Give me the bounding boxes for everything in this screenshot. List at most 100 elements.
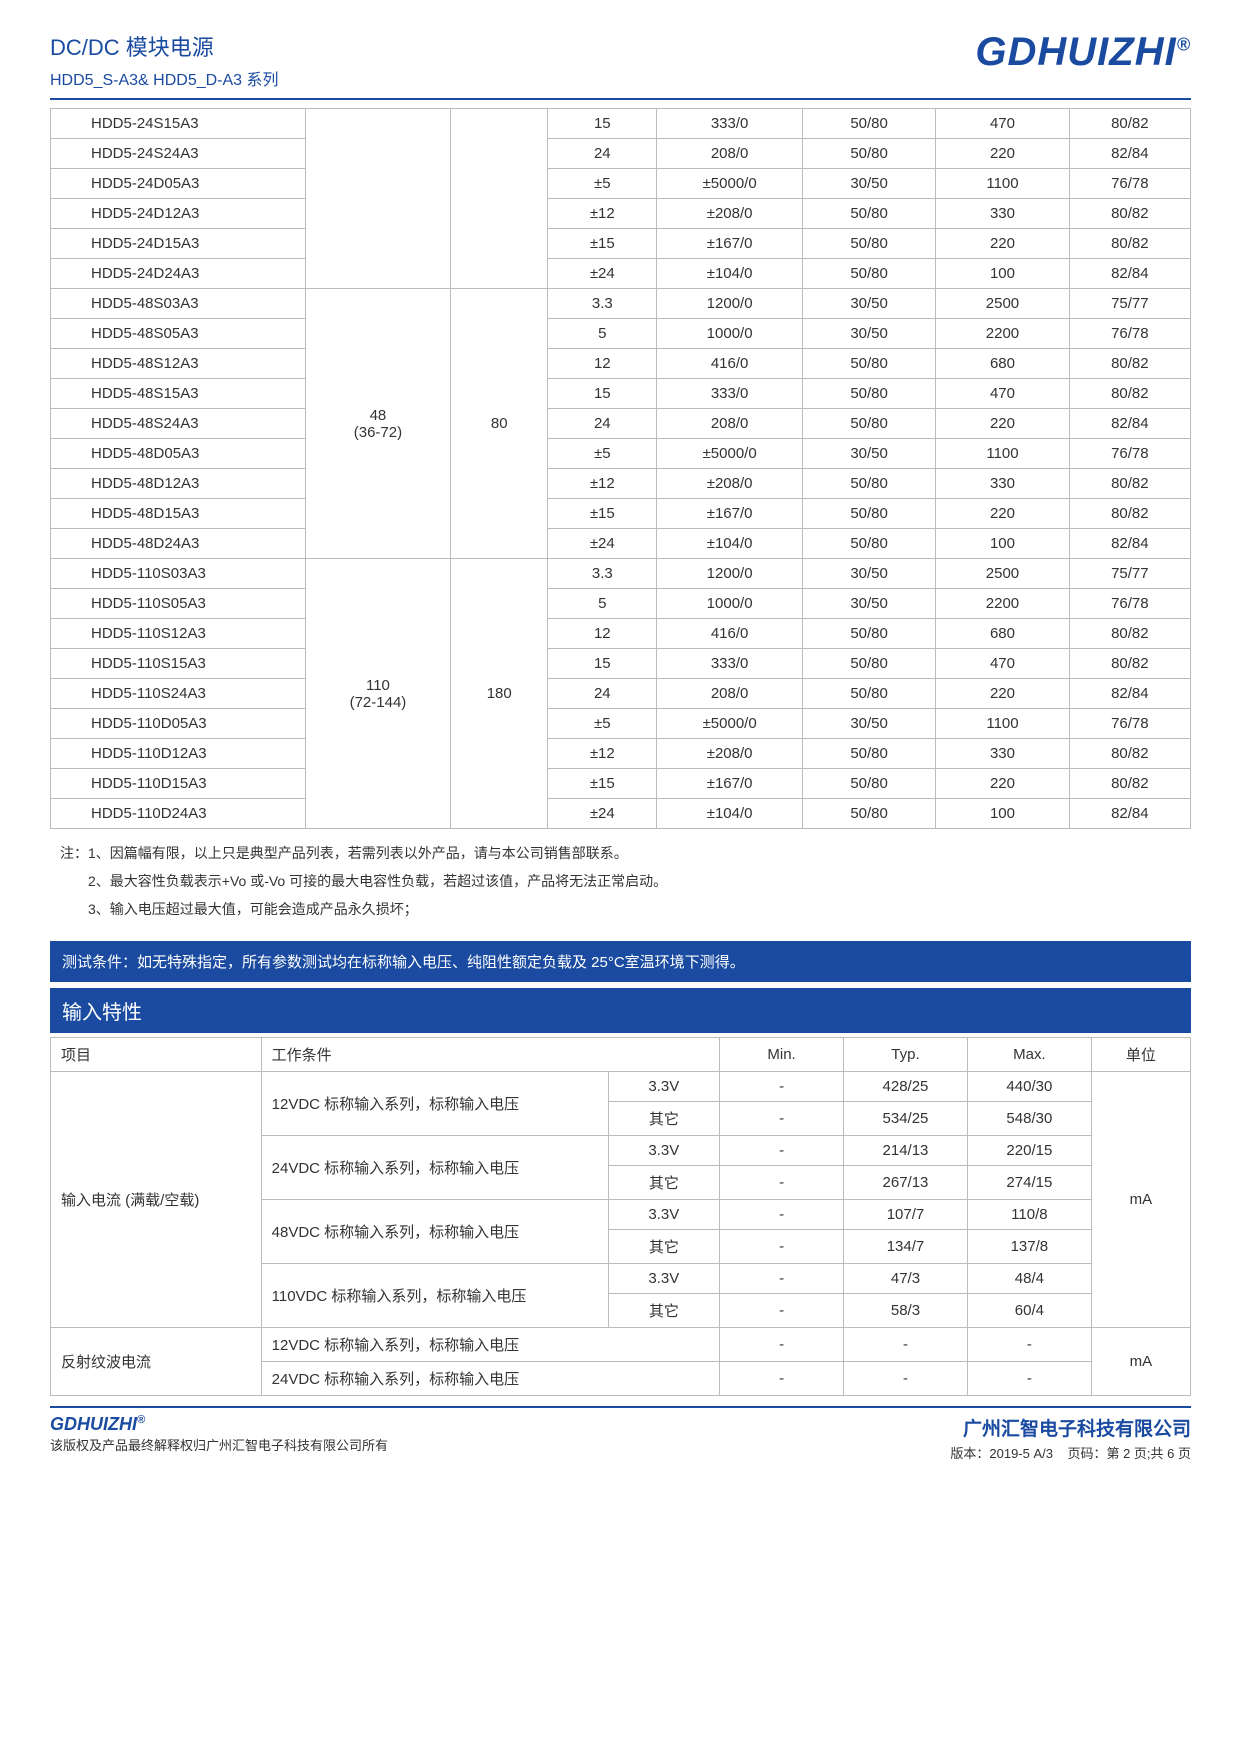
cell-item: 输入电流 (满载/空载) [51,1072,262,1328]
cell-c4: 470 [936,379,1069,409]
cell-sub: 3.3V [608,1136,720,1166]
cell-c4: 2200 [936,589,1069,619]
cell-c4: 2200 [936,319,1069,349]
product-table: HDD5-24S15A315333/050/8047080/82HDD5-24S… [50,108,1191,829]
cell-c3: 50/80 [802,499,935,529]
cell-c4: 2500 [936,289,1069,319]
cell-c1: 5 [548,589,657,619]
cell-c1: 12 [548,619,657,649]
table-row: HDD5-24S15A315333/050/8047080/82 [51,109,1191,139]
cell-c1: 24 [548,409,657,439]
note-3: 3、输入电压超过最大值，可能会造成产品永久损坏； [60,895,1191,923]
cell-model: HDD5-48D24A3 [51,529,306,559]
cell-c5: 80/82 [1069,649,1190,679]
th-typ: Typ. [844,1038,968,1072]
cell-cond: 12VDC 标称输入系列，标称输入电压 [261,1328,719,1362]
cell-c3: 50/80 [802,529,935,559]
cell-c5: 82/84 [1069,139,1190,169]
table-row: HDD5-48D15A3±15±167/050/8022080/82 [51,499,1191,529]
spec-row: 输入电流 (满载/空载)12VDC 标称输入系列，标称输入电压3.3V-428/… [51,1072,1191,1102]
cell-c3: 30/50 [802,589,935,619]
cell-c5: 75/77 [1069,289,1190,319]
cell-c2: ±104/0 [657,799,803,829]
table-row: HDD5-110S03A3110(72-144)1803.31200/030/5… [51,559,1191,589]
page-header: DC/DC 模块电源 HDD5_S-A3& HDD5_D-A3 系列 GDHUI… [50,30,1191,100]
footer-copyright: 该版权及产品最终解释权归广州汇智电子科技有限公司所有 [50,1435,388,1454]
table-row: HDD5-110D05A3±5±5000/030/50110076/78 [51,709,1191,739]
th-max: Max. [967,1038,1091,1072]
table-row: HDD5-110S24A324208/050/8022082/84 [51,679,1191,709]
cell-c3: 50/80 [802,109,935,139]
cell-max: 60/4 [967,1294,1091,1328]
cell-min: - [720,1072,844,1102]
spec-header-row: 项目 工作条件 Min. Typ. Max. 单位 [51,1038,1191,1072]
table-row: HDD5-110S05A351000/030/50220076/78 [51,589,1191,619]
cell-c4: 1100 [936,439,1069,469]
cell-cond: 24VDC 标称输入系列，标称输入电压 [261,1362,719,1396]
cell-c1: ±5 [548,169,657,199]
note-2: 2、最大容性负载表示+Vo 或-Vo 可接的最大电容性负载，若超过该值，产品将无… [60,867,1191,895]
cell-max: - [967,1328,1091,1362]
cell-c1: 5 [548,319,657,349]
cell-c5: 80/82 [1069,469,1190,499]
page-footer: GDHUIZHI® 该版权及产品最终解释权归广州汇智电子科技有限公司所有 广州汇… [50,1406,1191,1462]
table-row: HDD5-48S15A315333/050/8047080/82 [51,379,1191,409]
spec-row: 反射纹波电流12VDC 标称输入系列，标称输入电压---mA [51,1328,1191,1362]
table-row: HDD5-110S12A312416/050/8068080/82 [51,619,1191,649]
doc-subtitle: HDD5_S-A3& HDD5_D-A3 系列 [50,66,279,90]
cell-c3: 30/50 [802,169,935,199]
cell-model: HDD5-110S12A3 [51,619,306,649]
footer-meta: 版本：2019-5 A/3 页码：第 2 页;共 6 页 [950,1443,1191,1462]
cell-c1: ±15 [548,769,657,799]
cell-sub: 其它 [608,1294,720,1328]
cell-cond: 48VDC 标称输入系列，标称输入电压 [261,1200,608,1264]
table-row: HDD5-24D05A3±5±5000/030/50110076/78 [51,169,1191,199]
cell-typ: 267/13 [844,1166,968,1200]
cell-model: HDD5-110D12A3 [51,739,306,769]
cell-unit: mA [1091,1072,1190,1328]
cell-c3: 50/80 [802,229,935,259]
cell-max: 137/8 [967,1230,1091,1264]
cell-c2: ±167/0 [657,229,803,259]
cell-max: 274/15 [967,1166,1091,1200]
cell-c2: ±5000/0 [657,439,803,469]
cell-c5: 75/77 [1069,559,1190,589]
cell-c2: 1000/0 [657,589,803,619]
cell-max: 548/30 [967,1102,1091,1136]
cell-voltage-group: 110(72-144) [305,559,451,829]
cell-c5: 80/82 [1069,499,1190,529]
cell-c3: 50/80 [802,349,935,379]
cell-model: HDD5-110D15A3 [51,769,306,799]
cell-model: HDD5-110D24A3 [51,799,306,829]
cell-c2: 333/0 [657,649,803,679]
cell-model: HDD5-110S15A3 [51,649,306,679]
cell-min: - [720,1294,844,1328]
cell-c5: 76/78 [1069,439,1190,469]
notes-block: 注：1、因篇幅有限，以上只是典型产品列表，若需列表以外产品，请与本公司销售部联系… [60,839,1191,923]
cell-c5: 80/82 [1069,769,1190,799]
cell-typ: 214/13 [844,1136,968,1166]
cell-c5: 80/82 [1069,229,1190,259]
th-cond: 工作条件 [261,1038,719,1072]
cell-typ: 534/25 [844,1102,968,1136]
th-item: 项目 [51,1038,262,1072]
cell-model: HDD5-110S24A3 [51,679,306,709]
cell-model: HDD5-48S24A3 [51,409,306,439]
cell-c5: 82/84 [1069,259,1190,289]
cell-c1: 15 [548,109,657,139]
cell-model: HDD5-48D05A3 [51,439,306,469]
table-row: HDD5-48S12A312416/050/8068080/82 [51,349,1191,379]
cell-model: HDD5-24D15A3 [51,229,306,259]
cell-max: 110/8 [967,1200,1091,1230]
cell-c3: 30/50 [802,289,935,319]
cell-cond: 110VDC 标称输入系列，标称输入电压 [261,1264,608,1328]
table-row: HDD5-110D24A3±24±104/050/8010082/84 [51,799,1191,829]
cell-sub: 其它 [608,1230,720,1264]
cell-c2: ±104/0 [657,259,803,289]
cell-unit: mA [1091,1328,1190,1396]
cell-max: 48/4 [967,1264,1091,1294]
cell-c3: 50/80 [802,679,935,709]
cell-typ: 428/25 [844,1072,968,1102]
cell-c2: 208/0 [657,139,803,169]
cell-c2: ±167/0 [657,769,803,799]
